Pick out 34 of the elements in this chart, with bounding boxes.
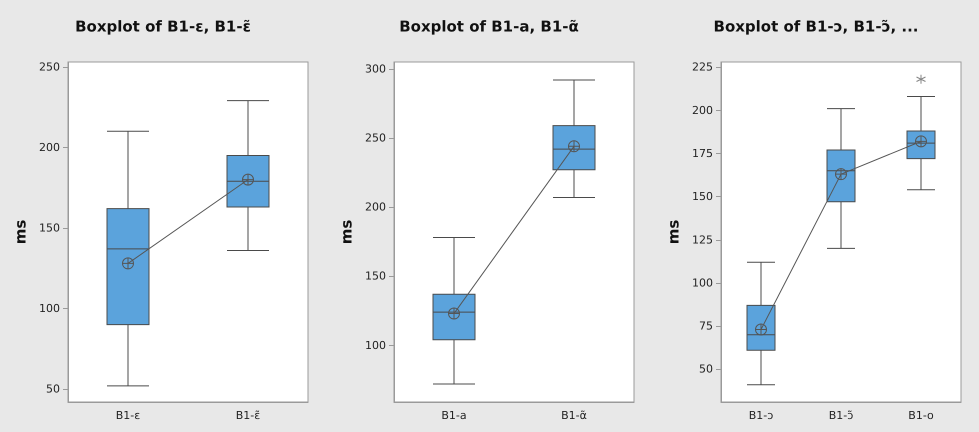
x-tick-label: B1-o	[908, 409, 934, 422]
y-tick-label: 150	[365, 270, 386, 283]
y-tick-label: 200	[692, 104, 713, 117]
y-tick-label: 50	[46, 382, 60, 396]
y-tick-label: 100	[365, 338, 386, 352]
x-tick-label: B1-ε	[116, 409, 140, 422]
y-tick-label: 150	[39, 221, 60, 234]
y-tick-label: 300	[365, 62, 386, 76]
point	[754, 324, 767, 336]
y-tick-label: 200	[365, 200, 386, 214]
y-tick-label: 125	[692, 233, 713, 246]
x-tick-label: B1-α̃	[561, 409, 588, 422]
y-tick-label: 225	[692, 60, 713, 74]
chart-title: Boxplot of B1-a, B1-α̃	[400, 18, 580, 36]
x-tick-label: B1-ɔ	[748, 409, 773, 422]
y-tick-label: 250	[39, 60, 60, 74]
point	[834, 168, 847, 180]
x-tick-label: B1-ε̃	[236, 409, 260, 422]
chart-title: Boxplot of B1-ε, B1-ε̃	[75, 18, 251, 36]
x-tick-label: B1-a	[442, 409, 467, 422]
y-tick-label: 75	[698, 320, 713, 333]
y-tick-label: 100	[39, 302, 60, 316]
y-tick-label: 50	[698, 362, 713, 376]
y-axis-title: ms	[338, 220, 356, 244]
chart-title: Boxplot of B1-ɔ, B1-ɔ̃, ...	[713, 18, 918, 36]
y-axis-title: ms	[664, 220, 682, 244]
y-tick-label: 150	[692, 190, 713, 204]
y-tick-label: 175	[692, 146, 713, 160]
point	[914, 135, 927, 148]
y-axis-title: ms	[12, 220, 30, 244]
y-tick-label: 100	[692, 276, 713, 290]
y-tick-label: 250	[365, 132, 386, 145]
y-tick-label: 200	[39, 140, 60, 154]
x-tick-label: B1-ɔ̃	[828, 409, 853, 422]
